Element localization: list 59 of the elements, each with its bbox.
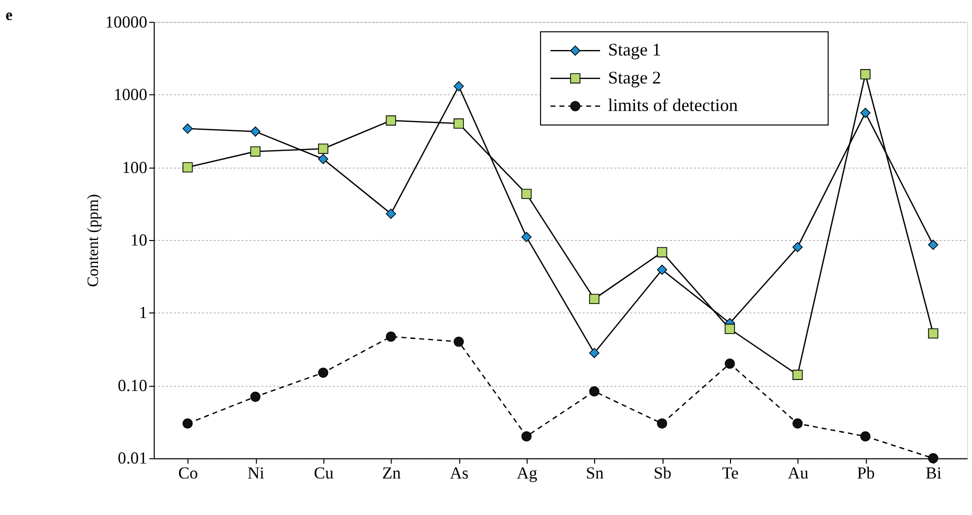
point xyxy=(386,332,396,342)
y-tick-label: 1 xyxy=(138,303,148,322)
y-tick-label: 0.10 xyxy=(118,376,148,395)
x-tick-label: As xyxy=(450,464,469,483)
point xyxy=(318,144,328,154)
point xyxy=(589,386,600,396)
point xyxy=(318,154,328,164)
point xyxy=(521,232,532,242)
point xyxy=(860,431,870,442)
point xyxy=(928,240,938,250)
point xyxy=(656,418,668,429)
point xyxy=(454,118,464,129)
point xyxy=(521,431,532,442)
legend-label: Stage 1 xyxy=(608,40,662,60)
point xyxy=(792,418,803,429)
x-tick-label: Pb xyxy=(856,464,875,483)
y-tick-label: 1000 xyxy=(114,85,148,104)
x-tick-label: Ag xyxy=(516,464,538,483)
x-tick-label: Sb xyxy=(654,464,672,483)
point xyxy=(589,348,600,358)
x-tick-label: Bi xyxy=(926,464,942,483)
point xyxy=(386,208,396,219)
point xyxy=(724,324,735,334)
point xyxy=(792,242,803,252)
point xyxy=(792,370,803,380)
point xyxy=(589,294,600,304)
y-tick-label: 100 xyxy=(122,158,148,177)
x-tick-label: Co xyxy=(178,464,198,483)
x-tick-label: Ni xyxy=(247,464,265,483)
point xyxy=(250,146,261,157)
point xyxy=(250,126,260,137)
point xyxy=(318,368,328,378)
y-tick-label: 10 xyxy=(130,230,148,250)
point xyxy=(928,453,938,464)
legend-label: limits of detection xyxy=(608,95,738,116)
x-tick-label: Sn xyxy=(586,464,604,483)
point xyxy=(454,81,464,92)
point xyxy=(860,108,870,118)
y-axis-title: Content (ppm) xyxy=(85,194,102,288)
point xyxy=(860,69,870,80)
point xyxy=(250,392,260,402)
point xyxy=(928,328,938,339)
point xyxy=(454,336,464,347)
y-tick-label: 10000 xyxy=(105,12,148,32)
point xyxy=(656,247,668,258)
x-tick-label: Au xyxy=(788,464,809,483)
legend-label: Stage 2 xyxy=(608,67,662,88)
point xyxy=(724,358,735,369)
x-tick-label: Cu xyxy=(314,464,334,483)
x-tick-label: Zn xyxy=(382,464,402,483)
point xyxy=(521,188,532,200)
point xyxy=(386,115,396,126)
point xyxy=(182,418,193,429)
y-tick-label: 0.01 xyxy=(118,448,148,468)
point xyxy=(182,162,193,172)
point xyxy=(656,264,668,275)
point xyxy=(182,124,193,134)
x-tick-label: Te xyxy=(722,464,739,483)
text: e xyxy=(5,6,12,24)
